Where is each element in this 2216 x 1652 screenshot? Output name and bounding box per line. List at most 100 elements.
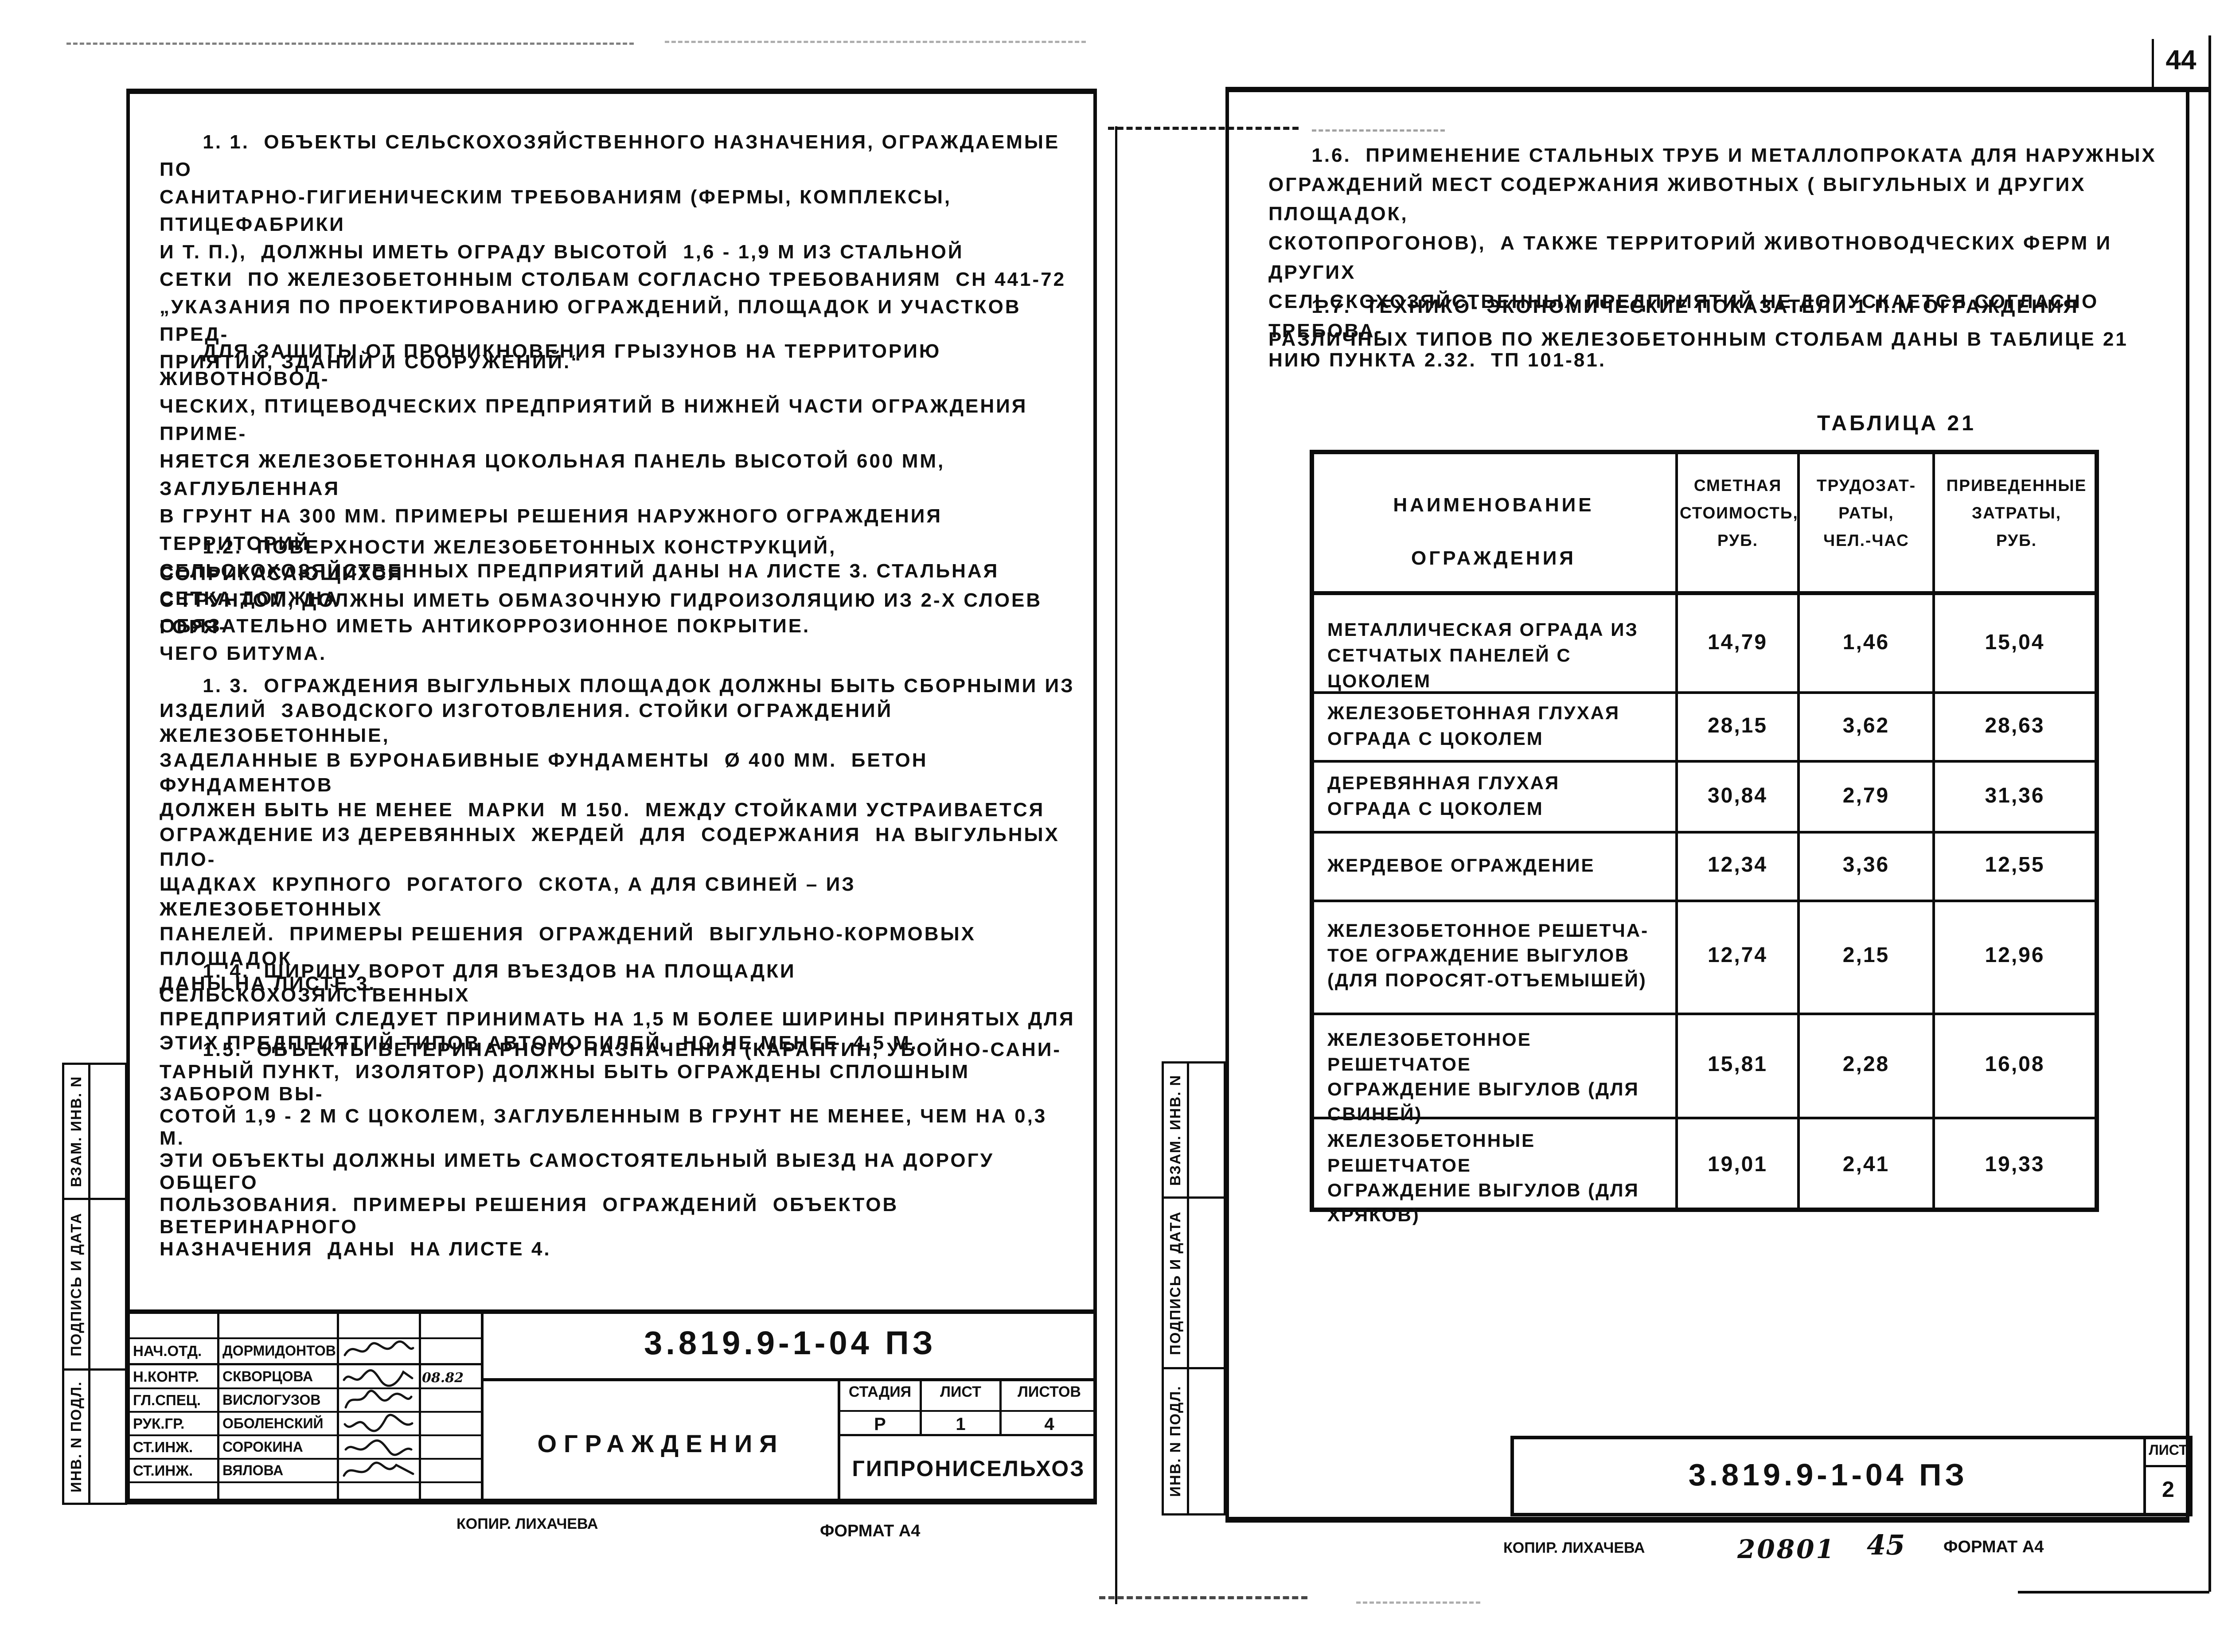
table-cell-name: Железобетонное решетча- тое ограждение в… [1327,920,1649,990]
stamp-line [129,1458,481,1460]
stamp-title: Ограждения [537,1430,784,1457]
table-cell-name: Железобетонные решетчатое ограждение выг… [1327,1130,1639,1225]
table-cell-labor: 1,46 [1842,631,1890,654]
right-stamp-line [2143,1465,2193,1467]
table-line [1310,1013,2099,1015]
stamp-role: Н.контр. [133,1368,199,1385]
table-cell-labor: 2,79 [1842,784,1890,807]
copier-note: Копир. Лихачева [456,1516,598,1532]
table-cell-cost: 12,74 [1707,943,1768,967]
sheet-value: 2 [2162,1477,2174,1502]
sidebar-label-inv: Инв. N подл. [68,1381,84,1492]
table-cell-reduced: 16,08 [1985,1052,2045,1076]
sidebar-cell-empty [88,1198,127,1371]
signature [343,1414,414,1432]
sidebar-label-podpis: Подпись и дата [68,1212,84,1356]
format-note: Формат А4 [1943,1538,2044,1556]
stamp-line [129,1481,481,1483]
sheets-label: Листов [1018,1383,1081,1400]
doc-number: 3.819.9-1-04 ПЗ [644,1325,936,1361]
signature [343,1340,414,1356]
scan-artifact [1099,1596,1307,1599]
table-line [1310,831,2099,834]
stamp-line [838,1410,1097,1412]
signature [343,1369,414,1387]
stamp-line [838,1378,840,1504]
stamp-role: Ст.инж. [133,1439,193,1455]
sidebar-label-vzam: Взам. инв. N [68,1075,84,1187]
stamp-role: Ст.инж. [133,1462,193,1479]
stamp-line [920,1378,922,1436]
stamp-line [217,1309,219,1504]
sidebar-cell: Взам. инв. N [1162,1061,1189,1199]
stamp-line [999,1378,1002,1436]
sheet-label: Лист [940,1383,981,1400]
table-header-reduced: Приведенные затраты, руб. [1946,476,2087,549]
sidebar-cell-empty [88,1368,127,1505]
copier-note: Копир. Лихачева [1503,1539,1645,1556]
stamp-line [419,1309,421,1504]
stamp-line [129,1363,481,1365]
paragraph-1-1b: Для защиты от проникновения грызунов на … [160,340,1028,637]
scan-artifact [1312,129,1445,132]
signature [344,1439,413,1456]
format-note: Формат А4 [820,1522,921,1540]
stamp-line [129,1387,481,1389]
page-divider-line [1115,126,1117,1604]
table-cell-reduced: 28,63 [1985,714,2045,737]
table-cell-reduced: 12,55 [1985,853,2045,877]
table-cell-reduced: 15,04 [1985,631,2045,654]
page-number: 44 [2165,45,2196,75]
sidebar-cell: Инв. N подл. [1162,1367,1189,1516]
stamp-line [481,1378,1097,1381]
stamp-line [129,1337,481,1339]
table-line [1310,900,2099,902]
stamp-role: Рук.гр. [133,1415,185,1432]
table-line [1310,760,2099,763]
stamp-date: 08.82 [422,1370,464,1386]
handwritten-page-mark: 45 [1867,1529,1905,1561]
table-header-name: Наименование ограждения [1393,494,1594,569]
stamp-name: Скворцова [222,1368,313,1384]
stamp-org: ГИПРОНИСЕЛЬХОЗ [852,1456,1085,1481]
table-line [1310,591,2099,595]
right-stamp-line [2143,1436,2146,1516]
table-cell-reduced: 12,96 [1985,943,2045,967]
table-cell-name: Металлическая ограда из сетчатых панелей… [1327,619,1639,691]
paragraph-1-7: 1.7. Технико- экономические показатели 1… [1268,296,2128,350]
stamp-line [129,1411,481,1413]
table-cell-cost: 19,01 [1707,1153,1768,1176]
sidebar-cell: Инв. N подл. [62,1368,90,1505]
table-cell-name: Деревянная глухая ограда с цоколем [1327,772,1560,819]
sidebar-cell: Взам. инв. N [62,1063,90,1200]
scan-artifact [665,41,1086,43]
sidebar-cell: Подпись и дата [1162,1196,1189,1369]
doc-number: 3.819.9-1-04 ПЗ [1688,1457,1968,1492]
table-cell-reduced: 19,33 [1985,1153,2045,1176]
table-cell-cost: 28,15 [1707,714,1768,737]
signature [343,1461,414,1477]
stage-label: Стадия [848,1383,912,1400]
table-header-labor: Трудозат- раты, чел.-час [1816,476,1916,549]
stamp-name: Вялова [222,1462,284,1478]
table-cell-labor: 3,36 [1842,853,1890,877]
table-line [1310,691,2099,694]
table-cell-reduced: 31,36 [1985,784,2045,807]
sidebar-cell-empty [1187,1196,1226,1369]
sidebar-label-inv: Инв. N подл. [1167,1385,1183,1497]
sheet-value: 1 [956,1414,966,1434]
stage-value: Р [874,1414,886,1434]
table-cell-cost: 14,79 [1707,631,1768,654]
table-cell-labor: 2,15 [1842,943,1890,967]
scan-artifact [66,43,634,45]
table-cell-cost: 30,84 [1707,784,1768,807]
table-cell-name: Железобетонное решетчатое ограждение выг… [1327,1029,1639,1124]
sidebar-cell: Подпись и дата [62,1198,90,1371]
sidebar-label-vzam: Взам. инв. N [1167,1074,1183,1186]
stamp-line [126,1309,1097,1314]
sheet-label: Лист [2149,1442,2188,1458]
stamp-role: Нач.отд. [133,1343,202,1359]
stamp-line [337,1309,339,1504]
paragraph-1-4: 1. 4. Ширину ворот для въездов на площад… [160,960,1075,1054]
table-cell-cost: 12,34 [1707,853,1768,877]
